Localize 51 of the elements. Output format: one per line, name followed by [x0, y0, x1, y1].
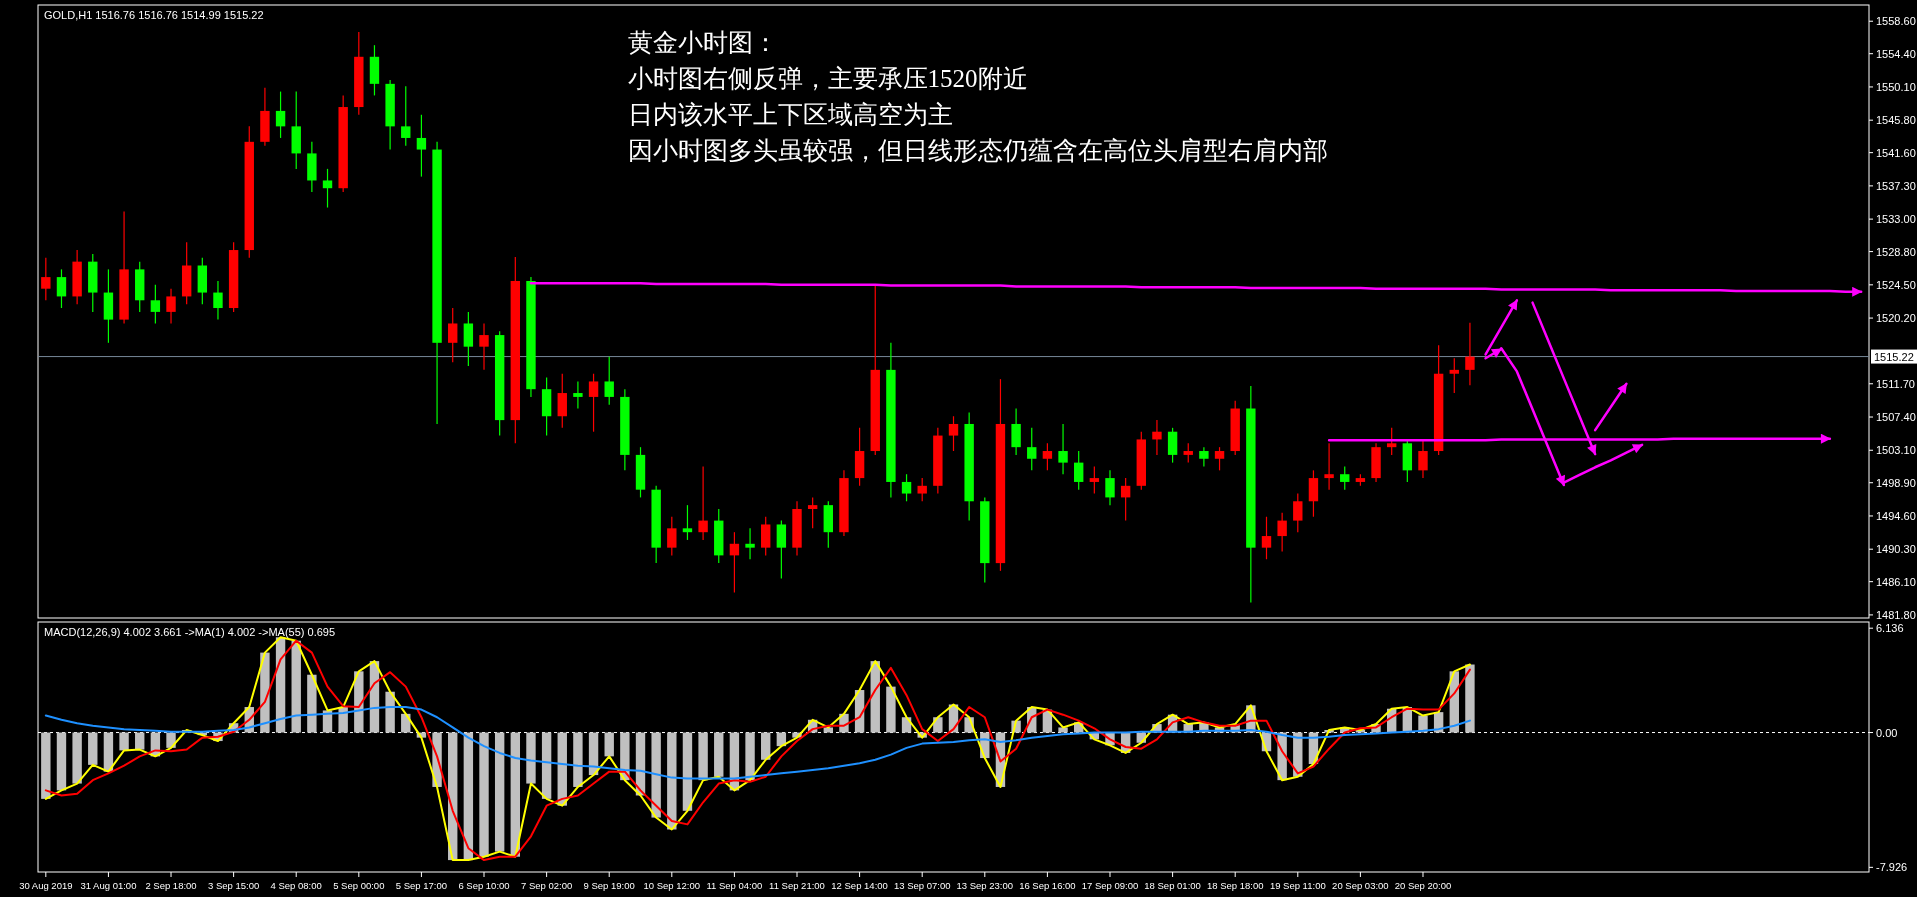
annotation: 因小时图多头虽较强，但日线形态仍蕴含在高位头肩型右肩内部	[627, 137, 1328, 164]
x-tick-label: 2 Sep 18:00	[145, 880, 197, 891]
x-tick-label: 20 Sep 20:00	[1394, 880, 1452, 891]
chart-title: MACD(12,26,9) 4.002 3.661 ->MA(1) 4.002 ->MA(55) 0.695	[44, 626, 336, 638]
x-tick-label: 13 Sep 07:00	[893, 880, 951, 891]
x-tick-label: 18 Sep 18:00	[1206, 880, 1264, 891]
x-tick-label: 4 Sep 08:00	[270, 880, 322, 891]
x-tick-label: 16 Sep 16:00	[1019, 880, 1076, 891]
y-tick-label: 1524.50	[1876, 278, 1916, 291]
x-tick-label: 13 Sep 23:00	[956, 880, 1014, 891]
annotation: 黄金小时图：	[627, 29, 778, 56]
annotation: 小时图右侧反弹，主要承压1520附近	[627, 65, 1028, 92]
x-tick-label: 20 Sep 03:00	[1332, 880, 1389, 891]
x-tick-label: 6 Sep 10:00	[458, 880, 510, 891]
x-tick-label: 11 Sep 04:00	[706, 880, 763, 891]
y-tick-label: 6.136	[1876, 622, 1904, 635]
y-tick-label: 1533.00	[1876, 213, 1916, 226]
y-tick-label: 1537.30	[1876, 179, 1916, 192]
y-tick-label: 1490.30	[1876, 543, 1916, 556]
x-tick-label: 10 Sep 12:00	[643, 880, 701, 891]
y-tick-label: 1498.90	[1876, 476, 1916, 489]
y-tick-label: -7.926	[1876, 861, 1908, 874]
y-tick-label: 1481.80	[1876, 608, 1916, 621]
y-tick-label: 1550.10	[1876, 80, 1916, 93]
x-tick-label: 18 Sep 01:00	[1144, 880, 1201, 891]
x-tick-label: 7 Sep 02:00	[520, 880, 573, 891]
y-tick-label: 1486.10	[1876, 575, 1916, 588]
x-tick-label: 5 Sep 00:00	[333, 880, 385, 891]
x-tick-label: 17 Sep 09:00	[1081, 880, 1139, 891]
x-tick-label: 11 Sep 21:00	[769, 880, 825, 891]
y-tick-label: 1503.10	[1876, 444, 1916, 457]
x-tick-label: 9 Sep 19:00	[583, 880, 635, 891]
y-tick-label: 0.00	[1876, 726, 1898, 739]
x-tick-label: 5 Sep 17:00	[395, 880, 448, 891]
x-tick-label: 30 Aug 2019	[19, 880, 73, 891]
chart-title: GOLD,H1 1516.76 1516.76 1514.99 1515.22	[44, 9, 264, 21]
y-tick-label: 1511.70	[1876, 377, 1915, 390]
y-tick-label: 1494.60	[1876, 509, 1916, 522]
y-tick-label: 1558.60	[1876, 15, 1916, 28]
y-tick-label: 1507.40	[1876, 411, 1916, 424]
y-tick-label: 1554.40	[1876, 47, 1916, 60]
y-tick-label: 1541.60	[1876, 146, 1916, 159]
annotation: 日内该水平上下区域高空为主	[627, 101, 953, 128]
x-tick-label: 31 Aug 01:00	[80, 880, 137, 891]
y-tick-label: 1528.80	[1876, 245, 1916, 258]
x-tick-label: 12 Sep 14:00	[831, 880, 888, 891]
x-tick-label: 19 Sep 11:00	[1269, 880, 1326, 891]
y-tick-label: 1545.80	[1876, 114, 1916, 127]
y-tick-label: 1520.20	[1876, 312, 1916, 325]
x-tick-label: 3 Sep 15:00	[207, 880, 260, 891]
ref-line-label: 1515.22	[1874, 350, 1914, 363]
